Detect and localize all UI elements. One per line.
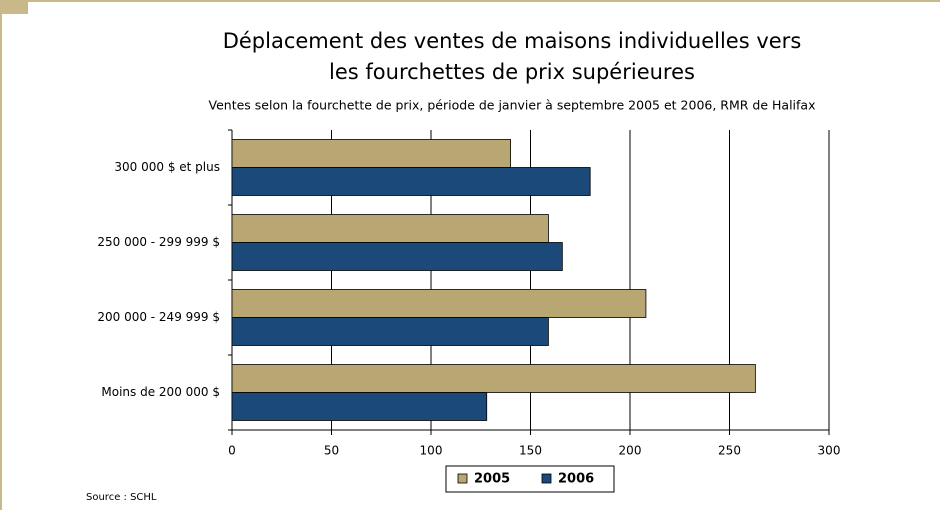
chart-title: Déplacement des ventes de maisons indivi… [223, 29, 802, 53]
x-tick-label: 250 [718, 444, 741, 458]
bar [231, 214, 549, 243]
x-tick-label: 0 [228, 444, 236, 458]
corner-decoration [0, 0, 28, 14]
y-tick-label: Moins de 200 000 $ [101, 385, 220, 399]
bar [231, 139, 512, 168]
source-note: Source : SCHL [86, 492, 157, 503]
legend-swatch [457, 473, 468, 484]
bar [231, 392, 488, 421]
bar [231, 289, 647, 318]
legend-box [445, 465, 615, 493]
y-tick-label: 250 000 - 299 999 $ [97, 235, 220, 249]
x-tick-label: 200 [619, 444, 642, 458]
x-tick-label: 50 [324, 444, 339, 458]
chart-subtitle: Ventes selon la fourchette de prix, péri… [209, 98, 816, 113]
x-tick-label: 150 [519, 444, 542, 458]
bar [231, 364, 756, 393]
bar [231, 242, 563, 271]
y-tick-label: 200 000 - 249 999 $ [97, 310, 220, 324]
chart-title: les fourchettes de prix supérieures [329, 60, 695, 84]
y-tick-label: 300 000 $ et plus [114, 160, 220, 174]
legend-label: 2006 [558, 472, 594, 487]
bar [231, 167, 591, 196]
legend-label: 2005 [474, 472, 510, 487]
bar [231, 317, 549, 346]
x-tick-label: 100 [420, 444, 443, 458]
x-tick-label: 300 [818, 444, 841, 458]
legend-swatch [541, 473, 552, 484]
